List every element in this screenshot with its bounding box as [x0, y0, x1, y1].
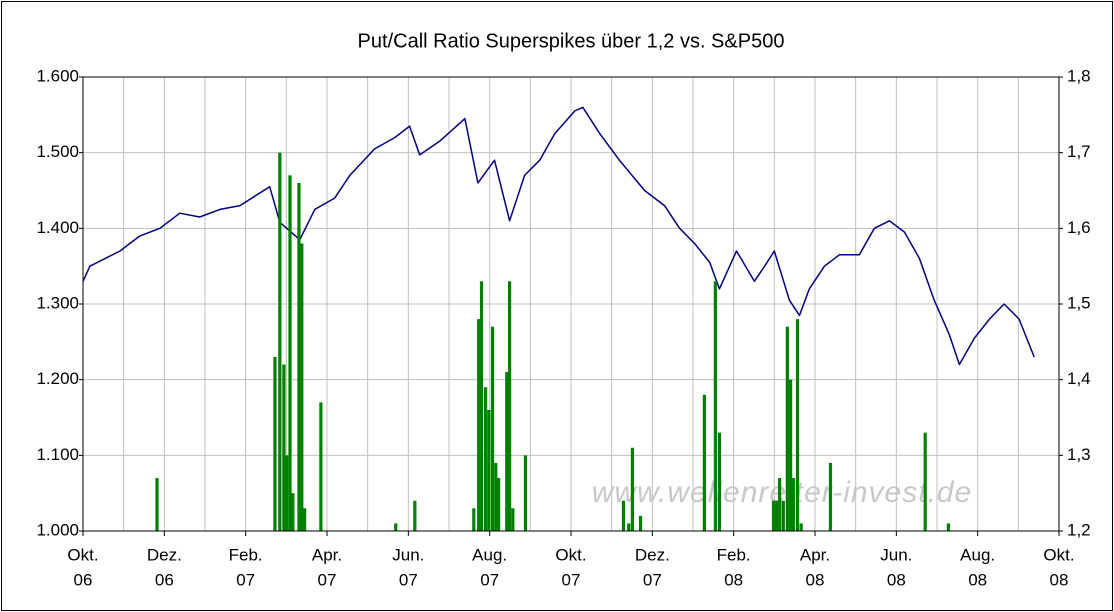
x-tick-label: Dez. [635, 545, 670, 564]
x-tick-label: 08 [806, 570, 825, 589]
bar [523, 455, 528, 531]
bar [702, 394, 706, 531]
x-tick-label: 07 [562, 570, 581, 589]
bar [771, 500, 776, 531]
bar [297, 182, 301, 531]
bar [713, 281, 717, 531]
bar [717, 432, 722, 531]
bar [288, 175, 292, 531]
bar [490, 326, 495, 531]
bar [638, 515, 643, 531]
x-tick-label: 07 [318, 570, 337, 589]
bar [278, 152, 282, 531]
bar [477, 319, 481, 531]
x-tick-label: Okt. [555, 545, 586, 564]
bar [487, 409, 491, 531]
x-tick-label: Apr. [312, 545, 342, 564]
y2-tick-label: 1,7 [1067, 142, 1091, 161]
x-tick-label: Aug. [960, 545, 995, 564]
bar [413, 500, 417, 531]
bar [394, 523, 398, 531]
y-tick-label: 1.100 [36, 445, 79, 464]
plot-border [82, 76, 1060, 532]
y2-tick-label: 1,3 [1067, 445, 1091, 464]
bar [946, 523, 950, 531]
bar [621, 500, 626, 531]
y2-tick-label: 1,4 [1067, 369, 1091, 388]
bar [507, 281, 512, 531]
x-tick-label: Okt. [1043, 545, 1074, 564]
x-tick-label: Dez. [147, 545, 182, 564]
x-tick-label: 08 [1050, 570, 1069, 589]
x-tick-label: 06 [74, 570, 93, 589]
bar [472, 508, 476, 531]
y-tick-label: 1.600 [36, 66, 79, 85]
chart-title: Put/Call Ratio Superspikes über 1,2 vs. … [358, 30, 785, 52]
bar [303, 508, 307, 531]
x-tick-label: Jun. [392, 545, 424, 564]
bar [791, 478, 796, 531]
bar [785, 326, 789, 531]
y2-tick-label: 1,5 [1067, 293, 1091, 312]
bar [319, 402, 323, 531]
y2-tick-label: 1,8 [1067, 66, 1091, 85]
bar [494, 462, 498, 531]
bar [789, 379, 793, 531]
x-tick-label: 08 [968, 570, 987, 589]
watermark: www.wellenreiter-invest.de [592, 476, 973, 509]
y-tick-label: 1.300 [36, 293, 79, 312]
x-tick-label: 06 [155, 570, 174, 589]
x-tick-label: 07 [236, 570, 255, 589]
y-tick-label: 1.000 [36, 520, 79, 539]
bar [273, 356, 277, 531]
bar [300, 243, 304, 531]
y2-tick-label: 1,2 [1067, 520, 1091, 539]
y2-tick-label: 1,6 [1067, 218, 1091, 237]
bar [505, 372, 509, 531]
bar [923, 432, 927, 531]
bar [285, 455, 289, 531]
bar [282, 364, 286, 531]
bar [479, 281, 484, 531]
x-tick-label: Okt. [67, 545, 98, 564]
x-tick-label: Aug. [472, 545, 507, 564]
x-tick-label: Feb. [229, 545, 263, 564]
x-tick-label: 08 [724, 570, 743, 589]
line [82, 106, 1035, 366]
y-tick-label: 1.200 [36, 369, 79, 388]
x-tick-label: 08 [887, 570, 906, 589]
bar [627, 523, 631, 531]
y-tick-label: 1.500 [36, 142, 79, 161]
bar [781, 500, 785, 531]
bar [795, 319, 800, 531]
bar [497, 478, 501, 531]
bar [828, 462, 833, 531]
bar [484, 387, 488, 531]
x-tick-label: Feb. [717, 545, 751, 564]
bar [511, 508, 515, 531]
bar [799, 523, 803, 531]
bar [291, 493, 295, 531]
bar [778, 478, 782, 531]
bar [630, 447, 635, 531]
y-tick-label: 1.400 [36, 218, 79, 237]
x-tick-label: Jun. [880, 545, 912, 564]
x-tick-label: Apr. [800, 545, 830, 564]
x-tick-label: 07 [480, 570, 499, 589]
x-tick-label: 07 [643, 570, 662, 589]
bar [155, 478, 159, 531]
bar [774, 500, 778, 531]
x-tick-label: 07 [399, 570, 418, 589]
